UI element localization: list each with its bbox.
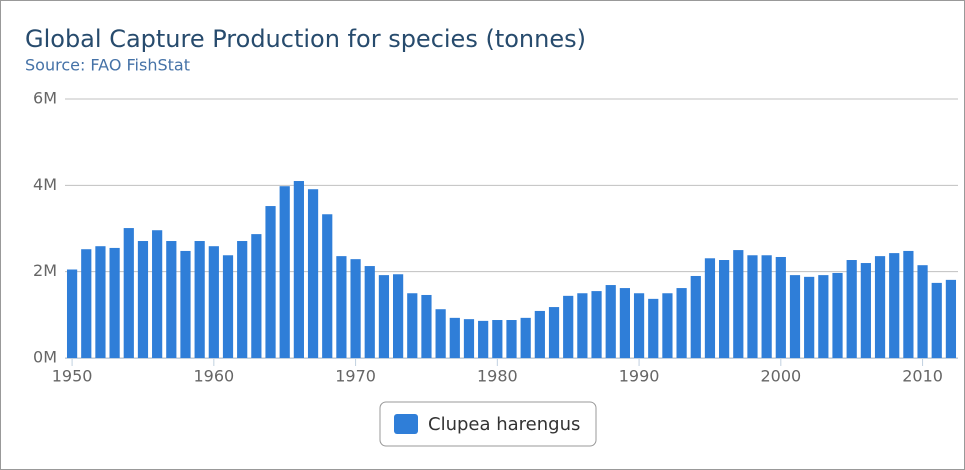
x-tick-label: 2000 [760, 367, 801, 386]
bar [534, 310, 545, 358]
bar [775, 256, 786, 358]
bar [152, 230, 163, 358]
bar [633, 293, 645, 358]
bar [577, 293, 588, 358]
bar [492, 320, 503, 358]
bar [478, 320, 489, 358]
bar [222, 255, 234, 358]
bar [307, 189, 319, 358]
bar [350, 259, 361, 358]
y-tick-label: 6M [33, 89, 57, 108]
bar [874, 256, 886, 358]
x-tick-label: 1950 [52, 367, 93, 386]
bar [548, 307, 560, 358]
bar [265, 206, 276, 358]
bar [903, 250, 914, 358]
bar [931, 282, 942, 358]
y-tick-label: 2M [33, 261, 57, 280]
bar [832, 272, 843, 358]
bar [180, 250, 191, 358]
bar [109, 247, 120, 358]
legend-label: Clupea harengus [428, 414, 580, 435]
bar [137, 241, 149, 358]
bar [690, 275, 701, 358]
bar [421, 294, 432, 358]
bar [123, 228, 134, 358]
bar [166, 241, 177, 358]
bar [846, 260, 857, 358]
legend-swatch [394, 414, 418, 434]
bar [605, 285, 616, 358]
x-tick-label: 1990 [619, 367, 660, 386]
chart-subtitle: Source: FAO FishStat [25, 56, 190, 75]
bar [889, 253, 900, 358]
bar [407, 293, 418, 358]
bar [364, 266, 375, 358]
bar [747, 255, 758, 358]
bar [591, 291, 602, 358]
x-tick-label: 1960 [193, 367, 234, 386]
bar [81, 249, 92, 358]
bar [506, 320, 517, 358]
legend-box [379, 401, 597, 447]
bar [719, 260, 730, 358]
bar [789, 275, 801, 358]
bar [208, 246, 219, 358]
bar [619, 288, 630, 358]
bar [194, 241, 205, 358]
bar [563, 295, 574, 358]
bar [917, 265, 928, 358]
bar [435, 309, 446, 358]
bar [761, 255, 772, 358]
bar [378, 275, 390, 358]
bar [237, 241, 248, 358]
bar [393, 274, 404, 358]
y-tick-label: 0M [33, 348, 57, 367]
y-tick-label: 4M [33, 175, 57, 194]
bar [66, 269, 78, 358]
x-tick-label: 2010 [902, 367, 943, 386]
bar [676, 288, 687, 358]
bar [322, 214, 333, 358]
bar [449, 317, 460, 358]
bar [336, 256, 347, 358]
bar [860, 263, 871, 358]
chart-title: Global Capture Production for species (t… [25, 25, 586, 53]
bar [293, 181, 304, 358]
bar [251, 234, 262, 358]
bar [733, 250, 744, 358]
x-tick-label: 1970 [335, 367, 376, 386]
bar [279, 186, 290, 358]
legend: Clupea harengus [379, 401, 597, 447]
bar [520, 317, 531, 358]
bar [463, 319, 475, 358]
bar [95, 246, 106, 358]
bar [662, 293, 673, 358]
bar [648, 298, 659, 358]
bar [818, 275, 829, 358]
x-tick-label: 1980 [477, 367, 518, 386]
bar [704, 258, 716, 358]
bar [804, 276, 815, 358]
bar [945, 279, 957, 358]
